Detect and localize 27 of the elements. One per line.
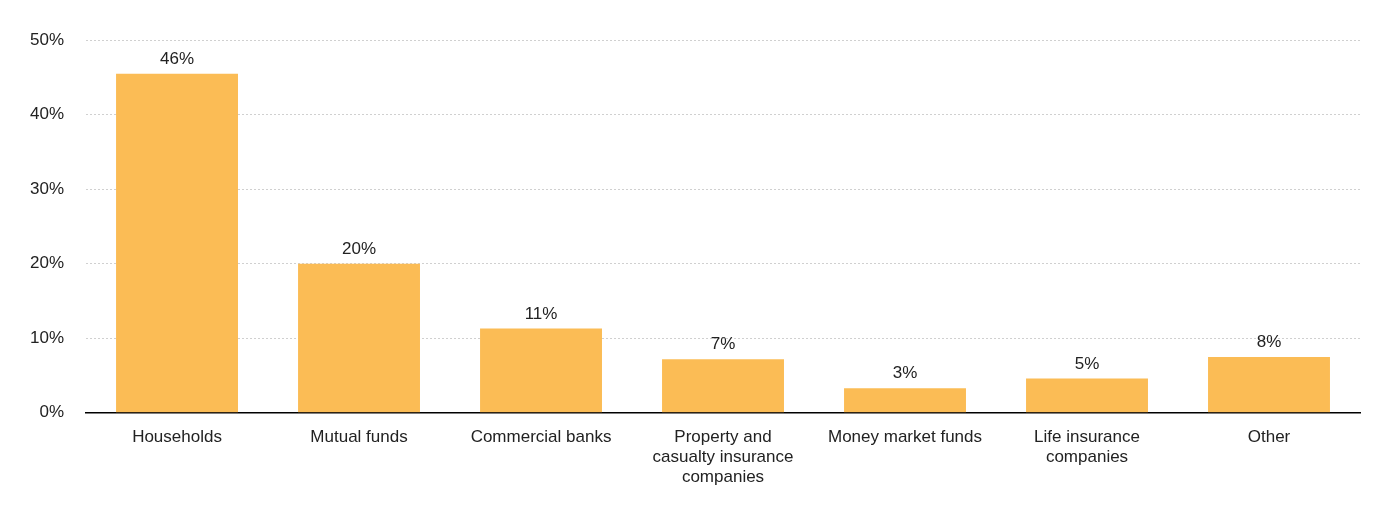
- bar: [480, 328, 602, 413]
- x-tick-label: Property and casualty insurance companies: [652, 426, 794, 487]
- x-tick-label: Commercial banks: [470, 426, 612, 446]
- x-tick-label: Life insurance companies: [1034, 426, 1140, 467]
- y-tick-label: 20%: [29, 253, 65, 273]
- y-tick-label: 50%: [29, 29, 65, 49]
- bar: [298, 263, 420, 413]
- data-label: 8%: [1256, 332, 1282, 352]
- bar: [1208, 356, 1330, 413]
- y-tick-label: 30%: [29, 178, 65, 198]
- data-label: 20%: [342, 238, 377, 258]
- x-tick-label: Other: [1247, 426, 1291, 446]
- bar: [116, 73, 238, 413]
- bar: [1026, 378, 1148, 413]
- y-tick-label: 10%: [29, 327, 65, 347]
- data-label: 3%: [892, 363, 918, 383]
- bar: [662, 359, 784, 413]
- data-label: 11%: [524, 303, 558, 323]
- data-label: 46%: [160, 48, 195, 68]
- x-tick-label: Money market funds: [828, 426, 983, 446]
- y-tick-label: 40%: [29, 104, 65, 124]
- x-tick-label: Households: [132, 426, 222, 446]
- bar: [844, 388, 966, 413]
- data-label: 7%: [710, 334, 736, 354]
- y-tick-label: 0%: [39, 402, 65, 422]
- data-label: 5%: [1074, 353, 1100, 373]
- x-tick-label: Mutual funds: [310, 426, 408, 446]
